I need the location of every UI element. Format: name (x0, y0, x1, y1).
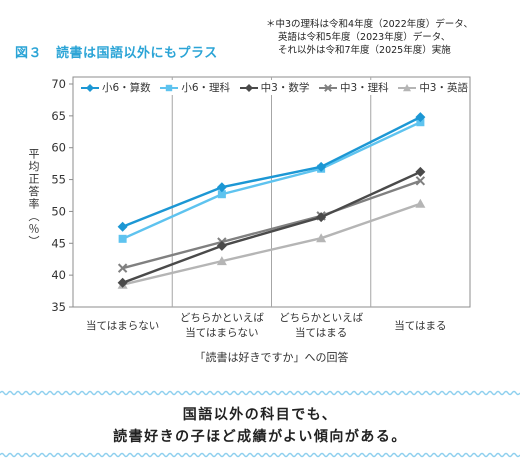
data-point (316, 212, 327, 223)
x-tick-label: 当てはまる (394, 319, 447, 332)
y-tick-label: 55 (51, 173, 66, 187)
y-tick-label: 50 (51, 204, 66, 218)
note-line: それ以外は令和7年度（2025年度）実施 (278, 45, 451, 56)
data-point (416, 118, 425, 127)
y-tick-label: 45 (51, 236, 66, 250)
legend-item: 小6・算数 (80, 80, 151, 95)
y-tick-label: 60 (51, 141, 66, 155)
x-marker-icon (318, 83, 337, 92)
x-tick-label: 当てはまらない (85, 319, 160, 332)
legend-marker (403, 83, 412, 91)
figure-title: 図３ 読書は国語以外にもプラス (15, 42, 218, 61)
data-point (118, 234, 127, 243)
legend-label: 小6・算数 (102, 82, 151, 94)
x-tick-label: どちらかといえば 当てはまらない (179, 312, 264, 339)
series-line (122, 179, 421, 270)
series-group (117, 112, 426, 289)
caption-line: 読書好きの子ほど成績がよい傾向がある。 (113, 429, 407, 445)
diamond-marker-icon (81, 83, 99, 92)
legend-label: 中3・英語 (419, 82, 468, 94)
y-axis-title: 平均正答率（％） (27, 148, 40, 248)
note-line: 英語は令和5年度（2023年度）データ、 (278, 32, 451, 43)
data-point (316, 161, 327, 172)
caption-line: 国語以外の科目でも、 (182, 407, 338, 423)
wavy-divider-top (0, 390, 520, 396)
square-marker-icon (160, 84, 179, 91)
x-tick-label: どちらかといえば 当てはまる (279, 312, 364, 339)
summary-caption: 国語以外の科目でも、 読書好きの子ほど成績がよい傾向がある。 (0, 404, 520, 448)
data-point (415, 112, 426, 123)
legend-item: 中3・数学 (239, 80, 310, 95)
legend-item: 中3・理科 (318, 80, 389, 95)
data-point (117, 263, 128, 273)
series-1 (117, 112, 426, 232)
legend-marker (166, 84, 173, 91)
figure-number: 図３ (15, 46, 43, 61)
wavy-line (0, 452, 520, 458)
data-point (415, 198, 426, 208)
legend-marker (244, 83, 253, 92)
data-point (316, 233, 327, 243)
legend-marker (324, 83, 332, 92)
x-axis-tick-labels: 当てはまらない どちらかといえば 当てはまらない どちらかといえば 当てはまる 当ては… (73, 310, 470, 342)
y-tick-label: 70 (51, 77, 66, 91)
y-tick-label: 35 (51, 300, 66, 314)
y-tick-label: 40 (51, 268, 66, 282)
data-point (415, 176, 426, 186)
series-line (122, 121, 421, 240)
legend-label: 中3・数学 (260, 82, 310, 94)
figure-title-text: 読書は国語以外にもプラス (56, 46, 218, 61)
plot-area (72, 76, 471, 308)
wavy-line (0, 390, 520, 396)
legend-label: 中3・理科 (339, 82, 389, 94)
data-point (216, 240, 227, 251)
legend-marker (86, 83, 94, 92)
wavy-divider-bottom (0, 452, 520, 458)
data-point (216, 256, 227, 266)
series-line (122, 170, 421, 284)
x-axis-title: 「読書は好きですか」への回答 (194, 351, 349, 364)
legend-item: 小6・理科 (159, 80, 230, 95)
diamond-marker-icon (239, 83, 258, 92)
data-point (117, 221, 128, 232)
data-point (117, 277, 128, 288)
legend: 小6・算数 小6・理科 中3・数学 中3・理科 中3・英語 (80, 80, 468, 95)
series-5 (117, 198, 426, 289)
series-3 (117, 166, 426, 288)
triangle-marker-icon (398, 83, 417, 91)
data-point (217, 190, 226, 199)
series-line (122, 116, 421, 228)
y-tick-label: 65 (51, 109, 66, 123)
note-line: ＊中3の理科は令和4年度（2022年度）データ、 (266, 19, 473, 30)
series-line (122, 202, 421, 286)
data-source-note: ＊中3の理科は令和4年度（2022年度）データ、 英語は令和5年度（2023年度… (266, 18, 512, 57)
legend-item: 中3・英語 (397, 80, 468, 95)
data-point (216, 182, 227, 193)
line-chart: 70 65 60 55 50 45 40 35 (51, 76, 471, 314)
legend-label: 小6・理科 (181, 82, 231, 94)
y-axis: 70 65 60 55 50 45 40 35 (51, 77, 73, 314)
data-point (415, 166, 426, 177)
